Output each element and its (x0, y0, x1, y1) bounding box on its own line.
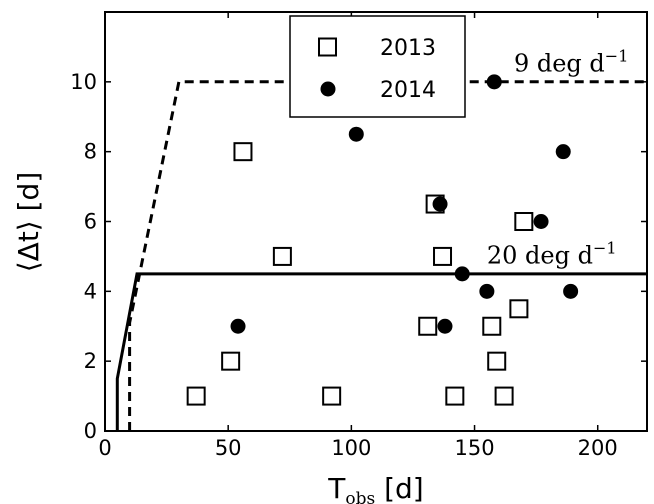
annotation-9-deg: 9 deg d−1 (514, 46, 628, 77)
point-2013 (418, 316, 438, 336)
legend-marker-2013 (318, 37, 337, 57)
y-tick-label: 4 (84, 279, 97, 303)
legend-label-2013: 2013 (380, 36, 436, 61)
point-2013 (221, 351, 241, 371)
point-2013 (433, 246, 453, 266)
point-2013 (322, 386, 342, 406)
point-2014 (486, 74, 502, 90)
point-2014 (432, 196, 448, 212)
annotation-unit: deg d (525, 241, 593, 269)
x-tick-label: 150 (454, 436, 494, 460)
point-2014 (348, 126, 364, 142)
point-2014 (563, 283, 579, 299)
y-axis-label: ⟨Δt⟩ [d] (12, 172, 45, 273)
y-tick-label: 8 (84, 140, 97, 164)
x-tick-label: 200 (578, 436, 618, 460)
point-2013 (445, 386, 465, 406)
point-2014 (454, 266, 470, 282)
annotation-unit: deg d (537, 49, 605, 77)
point-2014 (533, 214, 549, 229)
annotation-20-deg: 20 deg d−1 (487, 238, 617, 269)
x-axis-label-unit: [d] (375, 472, 424, 504)
point-2013 (514, 212, 534, 231)
axes: 0 50 100 150 200 0 2 4 6 8 10 Tobs [d] ⟨Δt⟩ [d] (12, 11, 648, 504)
annotation-exponent: −1 (593, 238, 617, 257)
annotation-value: 9 (514, 49, 537, 77)
point-2014 (479, 283, 495, 299)
annotations: 9 deg d−120 deg d−1 (487, 46, 629, 269)
point-2014 (437, 318, 453, 334)
legend-box (289, 15, 466, 118)
y-tick-label: 2 (84, 349, 97, 373)
point-2013 (272, 246, 292, 266)
x-axis-label-sub: obs (345, 489, 375, 504)
point-2013 (509, 299, 529, 319)
point-2013 (233, 142, 253, 162)
annotation-exponent: −1 (605, 46, 629, 65)
y-tick-label: 10 (70, 70, 97, 94)
point-2013 (487, 351, 507, 371)
point-2013 (186, 386, 206, 406)
x-axis-label: Tobs [d] (327, 472, 423, 504)
point-2014 (555, 144, 571, 160)
line-20-deg (115, 272, 647, 431)
y-tick-label: 0 (84, 419, 97, 443)
point-2014 (230, 318, 246, 334)
legend-label-2014: 2014 (380, 78, 436, 103)
legend-marker-2014 (320, 81, 336, 97)
legend: 2013 2014 (289, 15, 466, 118)
x-tick-label: 50 (215, 436, 242, 460)
y-tick-label: 6 (84, 210, 97, 234)
x-axis-label-main: T (327, 472, 346, 504)
x-tick-label: 100 (331, 436, 371, 460)
point-2013 (482, 316, 502, 336)
plot-marks (115, 74, 647, 431)
x-tick-label: 0 (98, 436, 111, 460)
point-2013 (494, 386, 514, 406)
annotation-value: 20 (487, 241, 525, 269)
